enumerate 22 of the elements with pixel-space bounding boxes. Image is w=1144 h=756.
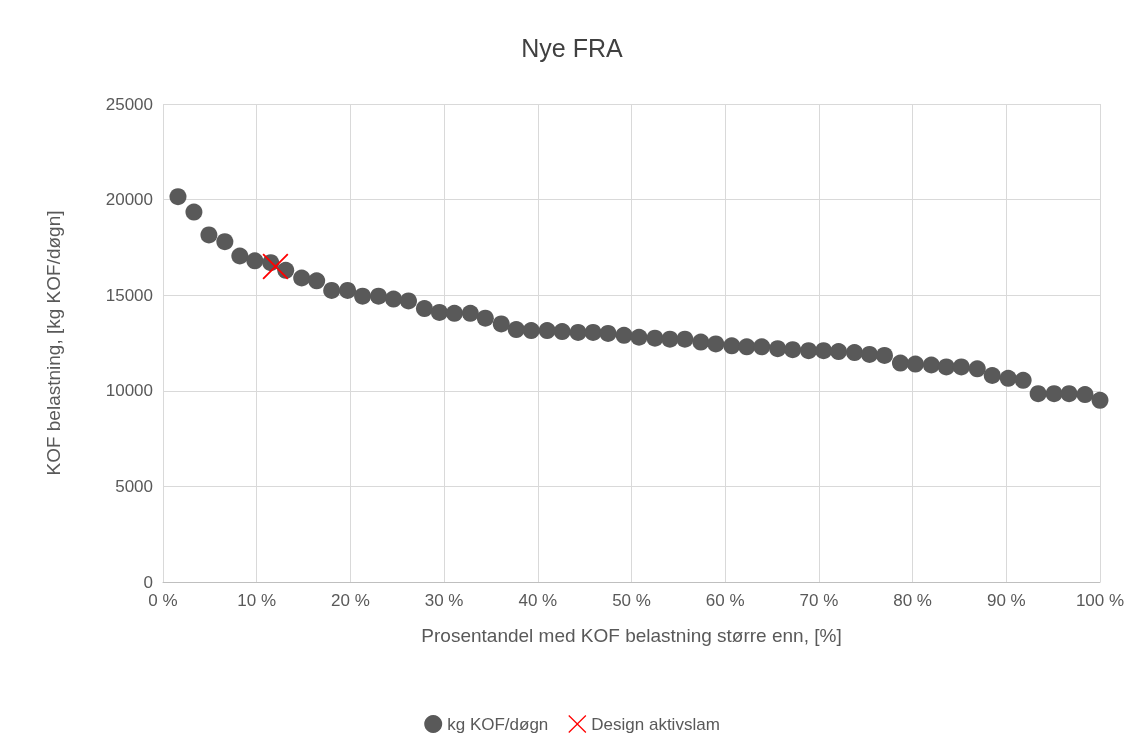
- y-axis-title: KOF belastning, [kg KOF/døgn]: [43, 210, 64, 476]
- x-tick-label: 20 %: [331, 591, 370, 610]
- x-tick-label: 30 %: [424, 591, 464, 610]
- x-tick-label: 80 %: [893, 591, 932, 610]
- legend-label: kg KOF/døgn: [447, 714, 549, 734]
- x-tick-label: 100 %: [1075, 591, 1125, 610]
- y-tick-label: 20000: [105, 190, 153, 210]
- y-tick-label: 25000: [105, 94, 153, 114]
- x-tick-label: 10 %: [237, 591, 277, 610]
- legend-label: Design aktivslam: [591, 714, 720, 734]
- x-tick-label: 90 %: [986, 591, 1026, 610]
- x-tick-label: 40 %: [518, 591, 558, 610]
- x-tick-label: 70 %: [799, 591, 839, 610]
- x-tick-label: 50 %: [612, 591, 651, 610]
- x-tick-label: 0 %: [148, 591, 178, 610]
- chart-title: Nye FRA: [521, 33, 624, 62]
- x-axis-title: Prosentandel med KOF belastning større enn, [%]: [421, 625, 842, 646]
- y-tick-label: 10000: [105, 381, 153, 401]
- y-tick-label: 5000: [115, 476, 153, 496]
- y-tick-label: 15000: [105, 285, 153, 305]
- x-tick-label: 60 %: [705, 591, 745, 610]
- y-tick-label: 0: [143, 572, 153, 592]
